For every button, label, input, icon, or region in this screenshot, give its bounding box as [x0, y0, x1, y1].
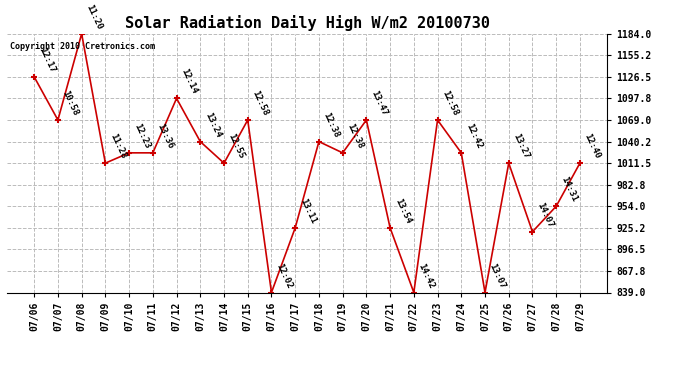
Title: Solar Radiation Daily High W/m2 20100730: Solar Radiation Daily High W/m2 20100730 [125, 15, 489, 31]
Text: 10:58: 10:58 [61, 89, 80, 117]
Text: 13:47: 13:47 [369, 89, 388, 117]
Text: 14:07: 14:07 [535, 201, 555, 229]
Text: 12:38: 12:38 [322, 111, 342, 139]
Text: 12:17: 12:17 [37, 46, 57, 74]
Text: 11:20: 11:20 [84, 3, 104, 31]
Text: 12:14: 12:14 [179, 68, 199, 96]
Text: 14:42: 14:42 [417, 261, 436, 290]
Text: 13:27: 13:27 [511, 132, 531, 160]
Text: 14:31: 14:31 [559, 175, 578, 204]
Text: 13:36: 13:36 [156, 122, 175, 150]
Text: Copyright 2010 Cretronics.com: Copyright 2010 Cretronics.com [10, 42, 155, 51]
Text: 12:38: 12:38 [346, 122, 365, 150]
Text: 13:11: 13:11 [298, 197, 317, 225]
Text: 12:58: 12:58 [440, 89, 460, 117]
Text: 12:58: 12:58 [250, 89, 270, 117]
Text: 12:23: 12:23 [132, 122, 151, 150]
Text: 13:24: 13:24 [203, 111, 223, 139]
Text: 11:28: 11:28 [108, 132, 128, 160]
Text: 12:02: 12:02 [274, 261, 294, 290]
Text: 12:55: 12:55 [227, 132, 246, 160]
Text: 12:42: 12:42 [464, 122, 484, 150]
Text: 13:07: 13:07 [488, 261, 507, 290]
Text: 12:40: 12:40 [582, 132, 602, 160]
Text: 13:54: 13:54 [393, 197, 413, 225]
